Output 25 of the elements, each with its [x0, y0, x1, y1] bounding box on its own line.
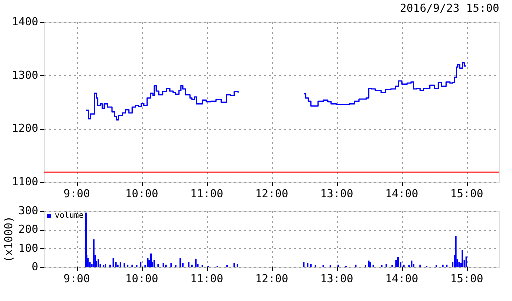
y-tick-label: 1300 [12, 68, 38, 82]
y-axis-title: (x1000) [2, 216, 16, 263]
x-tick-label: 15:00 [450, 188, 484, 200]
y-tick-label: 100 [18, 242, 38, 255]
x-tick-label: 9:00 [64, 272, 90, 286]
x-tick-label: 11:00 [190, 188, 224, 200]
x-tick-label: 13:00 [320, 272, 354, 286]
y-tick-label: 0 [32, 260, 38, 274]
x-tick-label: 15:00 [450, 272, 484, 286]
chart-title: 2016/9/23 15:00 [400, 2, 500, 15]
y-tick-label: 300 [18, 204, 38, 218]
x-tick-label: 10:00 [125, 272, 159, 286]
x-tick-label: 14:00 [385, 272, 419, 286]
y-tick-label: 1100 [12, 176, 38, 188]
x-tick-label: 9:00 [64, 188, 90, 200]
y-tick-label: 1400 [12, 16, 38, 28]
x-tick-label: 13:00 [320, 188, 354, 200]
x-tick-label: 11:00 [190, 272, 224, 286]
y-tick-label: 200 [18, 223, 38, 236]
x-tick-label: 12:00 [255, 272, 289, 286]
y-tick-label: 1200 [12, 122, 38, 136]
legend-label: volume [55, 211, 84, 220]
x-tick-label: 12:00 [255, 188, 289, 200]
x-tick-label: 10:00 [125, 188, 159, 200]
x-tick-label: 14:00 [385, 188, 419, 200]
